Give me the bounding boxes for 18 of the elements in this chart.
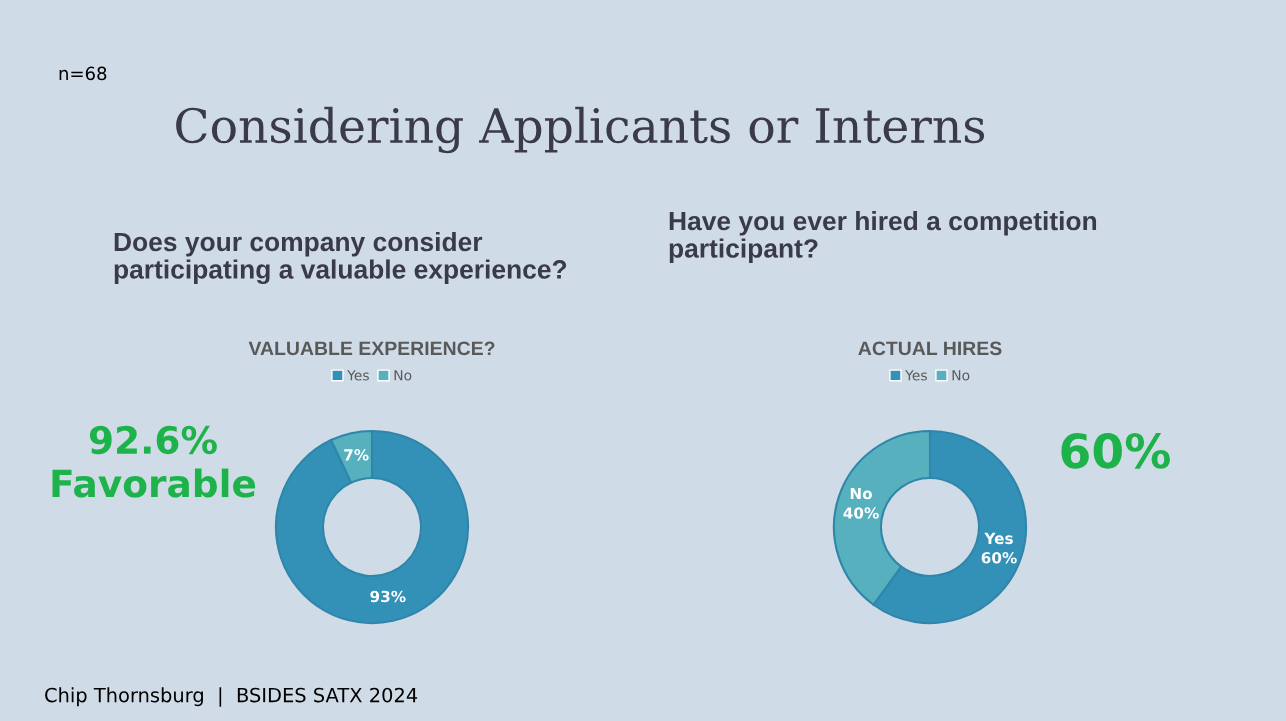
text: 60% (1061, 432, 1171, 469)
data-label: 7% (344, 449, 369, 461)
legend-label: Yes (905, 370, 927, 381)
data-label: Yes 60% (981, 532, 1017, 564)
chart-title: VALUABLE EXPERIENCE? (248, 341, 495, 356)
legend-label: No (394, 370, 412, 381)
text: n=68 (59, 66, 107, 81)
text: Considering Applicants or Interns (176, 106, 985, 154)
chart-subtitle: Have you ever hired a competition participant? (669, 210, 1097, 264)
data-label: No 40% (843, 487, 879, 519)
text: Chip Thornsburg | BSIDES SATX 2024 (45, 687, 418, 707)
chart-title: ACTUAL HIRES (858, 341, 1002, 356)
data-label: 93% (370, 590, 406, 603)
text: 92.6% Favorable (52, 425, 256, 498)
legend-label: Yes (347, 370, 369, 381)
chart-subtitle: Does your company consider participating a valuable experience? (114, 231, 567, 285)
legend-label: No (952, 370, 970, 381)
donut-slice (274, 429, 470, 625)
